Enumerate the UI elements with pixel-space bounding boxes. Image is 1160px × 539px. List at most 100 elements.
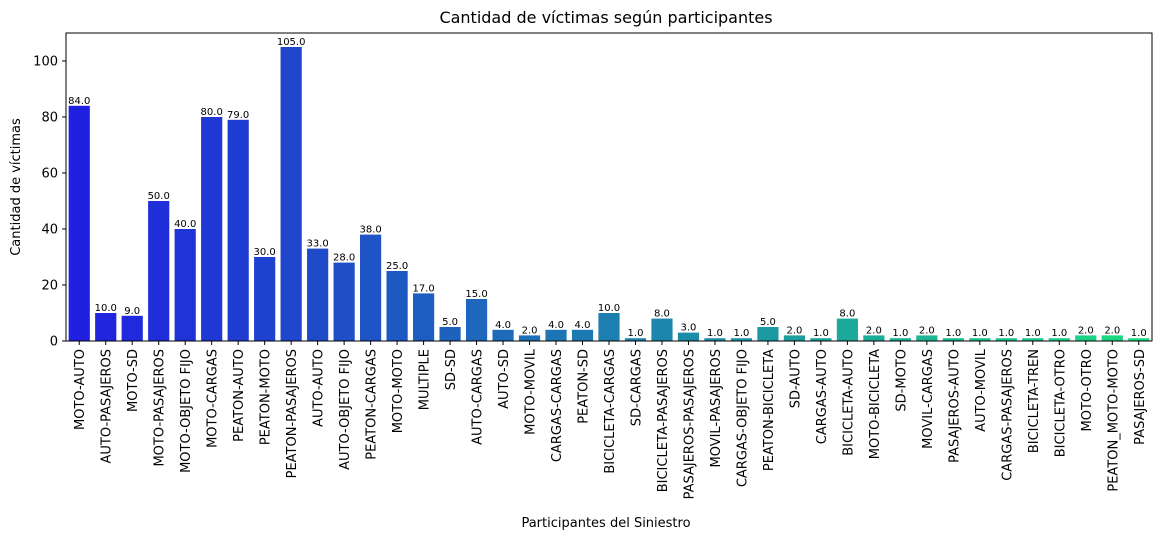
bar-value-label: 1.0 [892, 328, 908, 339]
x-tick-label: AUTO-CARGAS [471, 349, 486, 445]
x-tick-label: MOTO-AUTO [73, 349, 88, 430]
bar-value-label: 1.0 [733, 328, 749, 339]
x-tick-label: CARGAS-OBJETO FIJO [735, 349, 750, 487]
y-tick-label: 60 [41, 167, 58, 182]
bar-value-label: 30.0 [254, 247, 276, 258]
x-tick-label: BICICLETA-AUTO [841, 349, 856, 456]
bar-0 [68, 105, 90, 341]
bar-25 [730, 338, 753, 341]
bar-31 [889, 338, 911, 341]
bars-group [68, 47, 1150, 341]
bar-35 [995, 338, 1017, 341]
bar-value-label: 8.0 [839, 309, 855, 320]
x-tick-label: MOTO-OTRO [1080, 349, 1095, 431]
x-tick-label: PEATON-MOTO [259, 349, 274, 445]
x-tick-label: PEATON-AUTO [232, 349, 247, 442]
bar-value-label: 1.0 [998, 328, 1014, 339]
x-tick-label: MOTO-PASAJEROS [153, 349, 168, 467]
bar-value-label: 17.0 [412, 283, 434, 294]
y-tick-label: 100 [33, 55, 58, 70]
bar-value-label: 1.0 [628, 328, 644, 339]
bar-value-label: 4.0 [495, 320, 511, 331]
bar-4 [174, 229, 196, 341]
bar-5 [201, 117, 223, 341]
chart-title: Cantidad de víctimas según participantes [439, 8, 772, 27]
x-tick-label: MOTO-CARGAS [206, 349, 221, 448]
plot-frame [65, 32, 1153, 342]
bar-value-label: 50.0 [148, 191, 170, 202]
x-tick-label: SD-MOTO [894, 349, 909, 412]
bar-value-label: 2.0 [1104, 325, 1120, 336]
bar-15 [465, 299, 488, 341]
bar-40 [1128, 338, 1150, 341]
x-tick-label: PASAJEROS-SD [1133, 349, 1148, 445]
x-axis: MOTO-AUTO AUTO-PASAJEROS MOTO-SD MOTO-PASAJ… [73, 341, 1148, 499]
bar-value-label: 10.0 [598, 303, 620, 314]
bar-value-label: 2.0 [1078, 325, 1094, 336]
x-tick-label: PASAJEROS-AUTO [947, 349, 962, 463]
bar-value-label: 33.0 [306, 239, 328, 250]
bar-21 [624, 338, 647, 341]
bar-28 [810, 338, 832, 341]
x-tick-label: CARGAS-AUTO [815, 349, 830, 444]
x-tick-label: CARGAS-PASAJEROS [1000, 349, 1015, 481]
x-tick-label: AUTO-MOVIL [974, 348, 989, 432]
x-tick-label: MOTO-SD [126, 349, 141, 412]
x-tick-label: PEATON-SD [577, 349, 592, 424]
x-tick-label: PASAJEROS-PASAJEROS [682, 349, 697, 499]
bar-29 [836, 318, 858, 341]
bar-value-label: 1.0 [1131, 328, 1147, 339]
x-tick-label: BICICLETA-CARGAS [603, 349, 618, 474]
y-tick-label: 0 [50, 335, 58, 350]
bar-value-label: 105.0 [277, 37, 306, 48]
bar-37 [1048, 338, 1070, 341]
bar-32 [916, 335, 938, 341]
bar-22 [651, 318, 673, 341]
bar-value-label: 79.0 [227, 110, 249, 121]
bar-11 [360, 234, 382, 341]
bar-30 [863, 335, 885, 341]
bar-14 [439, 327, 461, 341]
bar-12 [386, 271, 408, 341]
bar-9 [307, 248, 329, 341]
x-tick-label: MOTO-MOVIL [524, 348, 539, 435]
bar-value-label: 80.0 [201, 107, 223, 118]
bar-value-label: 9.0 [124, 306, 140, 317]
bar-17 [518, 335, 541, 341]
bar-18 [545, 329, 567, 341]
bar-38 [1075, 335, 1097, 341]
bar-labels-group: 84.0 10.0 9.0 50.0 40.0 80.0 79.0 30.0 105.0 33.0… [68, 37, 1147, 339]
bar-7 [254, 257, 276, 341]
bar-value-label: 3.0 [681, 323, 697, 334]
bar-6 [227, 119, 249, 341]
x-tick-label: BICICLETA-PASAJEROS [656, 349, 671, 492]
x-tick-label: PEATON-PASAJEROS [285, 349, 300, 478]
x-tick-label: CARGAS-CARGAS [550, 349, 565, 462]
bar-10 [333, 262, 355, 341]
x-tick-label: AUTO-AUTO [312, 349, 327, 427]
bar-33 [942, 338, 964, 341]
bar-value-label: 1.0 [1051, 328, 1067, 339]
bar-19 [571, 329, 594, 341]
x-tick-label: PEATON_MOTO-MOTO [1106, 349, 1121, 492]
bar-value-label: 1.0 [1025, 328, 1041, 339]
x-tick-label: MOVIL-CARGAS [921, 349, 936, 449]
y-tick-label: 40 [41, 223, 58, 238]
x-tick-label: MOTO-BICICLETA [868, 349, 883, 459]
bar-value-label: 5.0 [442, 317, 458, 328]
bar-value-label: 2.0 [522, 325, 538, 336]
bar-3 [148, 201, 170, 341]
y-tick-label: 80 [41, 111, 58, 126]
bar-value-label: 40.0 [174, 219, 196, 230]
x-tick-label: SD-SD [444, 349, 459, 390]
bar-2 [121, 315, 143, 341]
y-tick-label: 20 [41, 279, 58, 294]
bar-value-label: 1.0 [972, 328, 988, 339]
bar-1 [95, 313, 117, 341]
bar-value-label: 84.0 [68, 96, 90, 107]
bar-value-label: 1.0 [813, 328, 829, 339]
bar-value-label: 4.0 [548, 320, 564, 331]
x-tick-label: MOVIL-PASAJEROS [709, 349, 724, 468]
x-tick-label: PEATON-BICICLETA [762, 349, 777, 471]
